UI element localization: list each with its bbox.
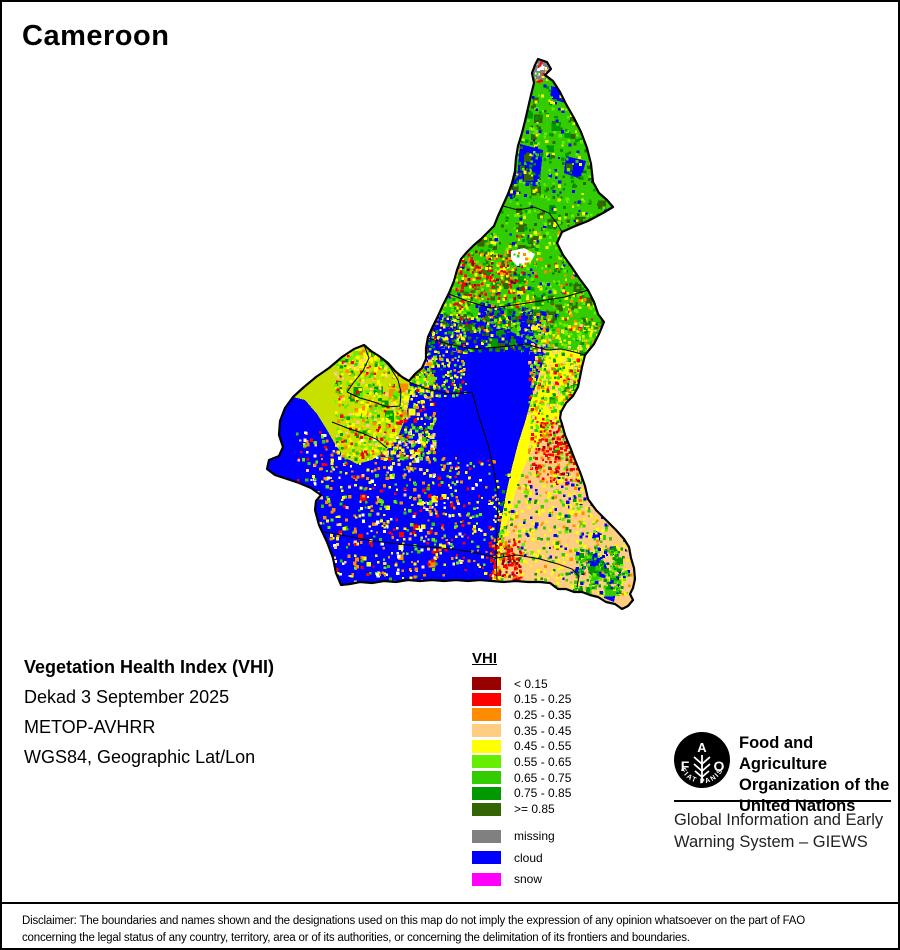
fao-footer: A F O FIAT PANIS Food and Agriculture Or… [673,731,892,851]
legend-item: 0.65 - 0.75 [472,770,572,785]
legend-swatch [472,851,501,864]
fao-org-name: Food and Agriculture Organization of the… [739,734,890,815]
legend-item: >= 0.85 [472,802,571,816]
legend-swatch [472,692,501,706]
legend-item: 0.25 - 0.35 [472,707,572,722]
legend-item: cloud [472,850,571,865]
legend-swatch [472,755,501,769]
legend-label: 0.55 - 0.65 [514,754,572,769]
legend-classes: < 0.15 0.15 - 0.25 0.25 - 0.35 0.35 - 0.… [472,677,571,816]
legend-label: 0.25 - 0.35 [514,707,572,722]
legend-extras: missing cloud snow [472,829,571,886]
legend-swatch [472,739,501,753]
legend-item: 0.45 - 0.55 [472,739,572,754]
info-dekad: Dekad 3 September 2025 [24,687,230,707]
legend-label: 0.15 - 0.25 [514,692,572,707]
legend: VHI < 0.15 0.15 - 0.25 0.25 - 0.35 0.35 … [472,650,571,894]
legend-heading: VHI [472,650,498,667]
legend-item: snow [472,872,571,886]
legend-label: 0.75 - 0.85 [514,786,572,801]
legend-label: 0.45 - 0.55 [514,739,572,754]
legend-swatch [472,802,501,816]
legend-item: missing [472,829,571,843]
legend-swatch [472,786,501,800]
legend-label: cloud [514,850,543,865]
legend-label: < 0.15 [514,676,548,691]
info-sensor: METOP-AVHRR [24,717,156,737]
disclaimer-line1: Disclaimer: The boundaries and names sho… [22,915,805,927]
legend-label: >= 0.85 [514,802,555,816]
page-title: Cameroon [22,20,170,52]
legend-swatch [472,771,501,785]
disclaimer: Disclaimer: The boundaries and names sho… [2,902,898,948]
legend-swatch [472,724,501,738]
legend-swatch [472,677,501,690]
legend-item: 0.75 - 0.85 [472,786,572,801]
legend-label: 0.35 - 0.45 [514,723,572,738]
legend-item: 0.35 - 0.45 [472,723,572,738]
legend-swatch [472,708,501,722]
legend-item: < 0.15 [472,676,571,691]
legend-label: missing [514,829,555,843]
legend-label: 0.65 - 0.75 [514,770,572,785]
info-index-name: Vegetation Health Index (VHI) [24,657,275,677]
info-projection: WGS84, Geographic Lat/Lon [24,747,256,767]
giews-name: Global Information and Early Warning Sys… [674,811,884,851]
legend-label: snow [514,872,543,886]
legend-swatch [472,872,501,886]
fao-divider [674,800,891,802]
legend-item: 0.55 - 0.65 [472,754,572,769]
legend-swatch [472,829,501,843]
fao-logo-icon: A F O FIAT PANIS [674,732,730,788]
disclaimer-line2: concerning the legal status of any count… [22,932,690,944]
map-info-block: Vegetation Health Index (VHI) Dekad 3 Se… [24,652,274,772]
legend-item: 0.15 - 0.25 [472,692,572,707]
